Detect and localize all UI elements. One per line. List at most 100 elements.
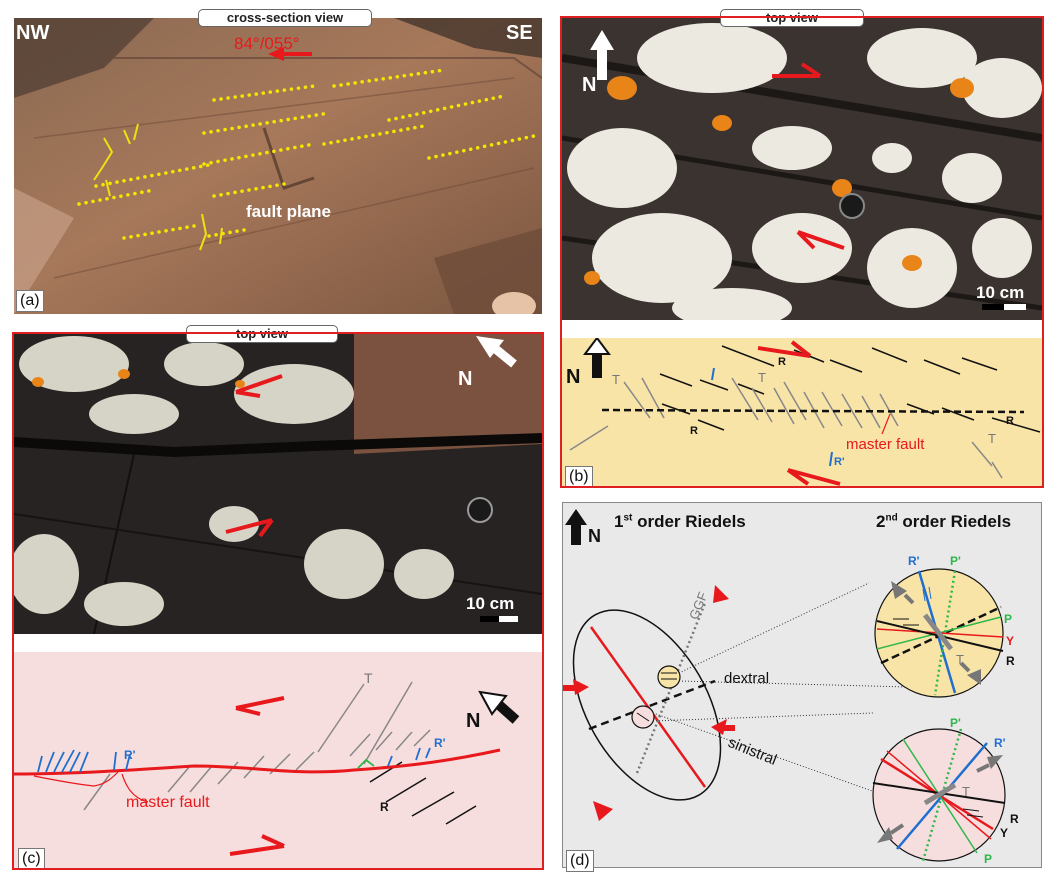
north-label-c: N	[458, 368, 473, 390]
t-label-b1: T	[612, 372, 620, 387]
lower-riedel-circle	[872, 728, 1006, 862]
panel-tag-d: (d)	[566, 850, 594, 872]
dextral-label: dextral	[724, 670, 770, 687]
lower-p-label: P	[984, 852, 993, 866]
slip-arrow-a	[268, 47, 312, 61]
upper-p-label: P	[1004, 612, 1013, 626]
sketch-panel-b	[562, 338, 1042, 486]
lower-r-label: R	[1010, 812, 1019, 826]
lower-r-prime-label: R'	[994, 736, 1006, 750]
panel-tag-c: (c)	[18, 848, 45, 870]
r-prime-label-b: R'	[834, 456, 845, 468]
north-label-b: N	[582, 74, 597, 96]
lichen-patches-c	[14, 336, 454, 626]
fault-orientation: 84°/055°	[234, 34, 300, 53]
outcrop-photo-b	[562, 18, 1042, 320]
scale-label-b: 10 cm	[976, 283, 1025, 302]
upper-r-prime-label: R'	[908, 554, 920, 568]
diagram-panel-d	[562, 502, 1042, 868]
t-fractures-c	[83, 681, 431, 811]
compression-arrows-d	[563, 585, 735, 821]
north-arrow-sketch-c	[478, 690, 520, 724]
north-label-sketch-b: N	[566, 366, 581, 388]
r-prime-label-c2: R'	[434, 736, 446, 750]
master-fault-trace-c	[14, 748, 501, 776]
strain-ellipse	[572, 609, 722, 801]
second-order-riedels-title: 2nd order Riedels	[876, 512, 1011, 532]
north-label-d: N	[588, 526, 601, 546]
master-fault-label-b: master fault	[846, 436, 925, 453]
shear-arrows-sketch-b	[757, 340, 841, 486]
compass-c	[467, 497, 493, 523]
p-trace-c	[357, 758, 375, 769]
shear-arrows-sketch-c	[229, 696, 285, 856]
upper-circle-marker	[657, 665, 681, 689]
north-arrow-d	[565, 509, 587, 545]
r-label-b3: R	[1006, 415, 1014, 427]
r-prime-trace-b1	[711, 367, 715, 381]
north-arrow-b	[590, 30, 614, 80]
scale-bar-b	[982, 304, 1026, 310]
photo-panel-c	[14, 334, 542, 634]
master-fault-leader-c	[121, 773, 149, 803]
t-label-c: T	[364, 670, 373, 686]
photo-panel-b	[562, 18, 1042, 320]
panel-tag-b: (b)	[565, 466, 593, 488]
lower-p-prime-label: P'	[950, 716, 961, 730]
lower-t-label: T	[962, 784, 970, 799]
second-order-text: order Riedels	[897, 512, 1012, 531]
shear-arrows-c	[225, 374, 283, 538]
north-label-sketch-c: N	[466, 710, 481, 732]
first-order-riedels-title: 1st order Riedels	[614, 512, 746, 532]
second-order-sup: nd	[885, 512, 898, 524]
connector-lines	[652, 582, 910, 798]
t-label-b2: T	[758, 370, 766, 385]
upper-r-label: R	[1006, 654, 1015, 668]
r-prime-trace-b2	[829, 451, 833, 467]
r-prime-label-c1: R'	[124, 748, 136, 762]
first-order-sup: st	[623, 512, 633, 524]
outcrop-photo-a	[14, 18, 542, 314]
se-label: SE	[506, 22, 533, 44]
view-label-b: top view	[720, 9, 864, 27]
photo-panel-a	[14, 18, 542, 314]
outcrop-photo-c	[14, 334, 542, 634]
fracture-traces	[93, 123, 223, 251]
first-order-dashed-line	[588, 679, 716, 731]
view-label-c: top view	[186, 325, 338, 343]
nw-label: NW	[16, 22, 50, 44]
first-order-text: order Riedels	[632, 512, 746, 531]
r-label-b2: R	[690, 425, 698, 437]
scale-label-c: 10 cm	[466, 594, 515, 613]
t-fractures-b	[569, 377, 1003, 479]
r-shears-b	[659, 345, 1041, 433]
first-order-number: 1	[614, 512, 624, 531]
branch-fault-c	[33, 771, 119, 787]
view-label-a: cross-section view	[198, 9, 372, 27]
r-label-b1: R	[778, 356, 786, 368]
north-arrow-c	[476, 336, 517, 368]
shear-arrows-b	[772, 62, 845, 250]
north-arrow-sketch-b	[583, 338, 611, 378]
fault-plane-label: fault plane	[246, 202, 332, 221]
scale-bar-c	[480, 616, 518, 622]
sketch-panel-c	[14, 652, 542, 868]
r-shears-c	[369, 761, 477, 825]
second-order-number: 2	[876, 512, 886, 531]
master-fault-label-c: master fault	[126, 794, 210, 811]
r-prime-traces-c	[37, 747, 431, 773]
upper-p-prime-label: P'	[950, 554, 961, 568]
bedding-traces	[77, 68, 536, 240]
orange-lichen-c	[32, 369, 245, 388]
r-label-c: R	[380, 800, 389, 814]
lower-y-label: Y	[1000, 826, 1009, 840]
upper-t-label: T	[956, 652, 964, 667]
compass	[839, 193, 865, 219]
orange-lichen-b	[584, 76, 974, 285]
master-fault-trace-b	[601, 408, 1025, 414]
t-label-b3: T	[988, 431, 996, 446]
upper-riedel-circle	[874, 568, 1004, 698]
panel-tag-a: (a)	[16, 290, 44, 312]
upper-y-label: Y	[1006, 634, 1015, 648]
master-fault-leader-b	[881, 413, 891, 435]
